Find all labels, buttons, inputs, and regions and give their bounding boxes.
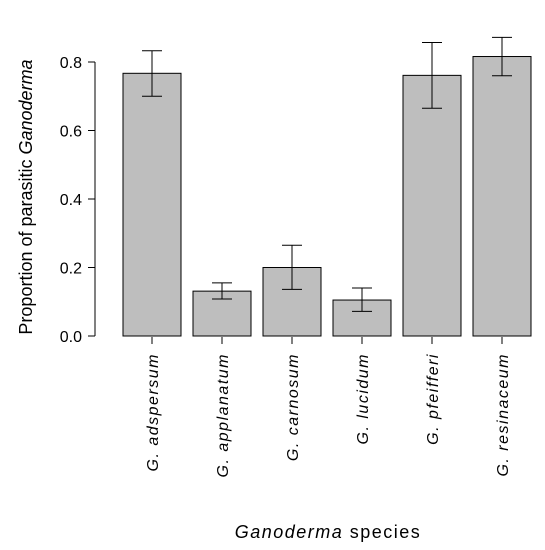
bar [472,56,532,337]
error-bar [142,50,162,97]
error-bar [282,244,302,290]
y-tick-label: 0.4 [60,192,82,209]
y-axis: 0.0 0.2 0.4 0.6 0.8 [60,55,96,346]
x-tick-label: G. applanatum [215,353,232,477]
error-bar [352,287,372,312]
bar [122,72,182,337]
y-tick-label: 0.6 [60,124,82,141]
bar [402,74,462,337]
error-bars [142,36,512,312]
x-tick-labels: G. adspersum G. applanatum G. carnosum G. l… [145,337,512,477]
y-tick-label: 0.2 [60,261,82,278]
y-tick-label: 0.0 [60,329,82,346]
x-tick-label: G. pfeifferi [425,353,442,445]
x-tick-label: G. lucidum [355,353,372,444]
y-tick-label: 0.8 [60,55,82,72]
error-bar [492,36,512,77]
error-bar [212,282,232,300]
error-bar [422,41,442,109]
x-tick-label: G. adspersum [145,353,162,471]
bars [122,56,532,337]
x-axis-title: Ganoderma species [235,522,422,542]
x-tick-label: G. resinaceum [495,353,512,477]
x-tick-label: G. carnosum [285,353,302,461]
y-axis-title: Proportion of parasitic Ganoderma [16,59,36,334]
